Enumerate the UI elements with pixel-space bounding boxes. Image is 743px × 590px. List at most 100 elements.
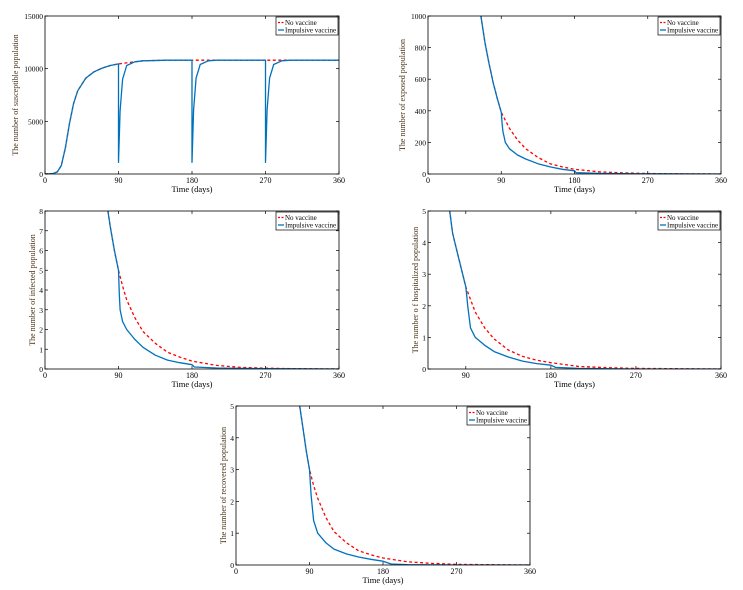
x-axis-label: Time (days) <box>554 184 595 194</box>
x-tick-label: 180 <box>377 567 389 576</box>
subplot-2: 0 90 180 270 360 0 200 400 600 800 1000 Time (days)… <box>398 12 727 194</box>
x-tick-label: 0 <box>43 176 47 185</box>
series-impulsive-vaccine <box>107 211 339 369</box>
x-tick-label: 180 <box>545 371 557 380</box>
x-tick-label: 360 <box>715 371 727 380</box>
y-axis-label: The number of infected population <box>28 234 37 346</box>
y-tick-label: 0 <box>422 365 426 374</box>
legend-label: No vaccine <box>476 409 508 417</box>
x-tick-label: 360 <box>524 567 536 576</box>
y-tick-label: 4 <box>230 434 234 443</box>
y-tick-label: 0 <box>39 170 43 179</box>
legend-box <box>466 406 530 426</box>
subplot-5: 0 90 180 270 360 0 1 2 3 4 5 Time (days) The number … <box>219 402 536 585</box>
y-tick-label: 5 <box>422 207 426 216</box>
y-axis-label: The number of exposed population <box>398 39 407 151</box>
y-tick-label: 5 <box>39 266 43 275</box>
subplot-1: 0 90 180 270 360 0 5000 10000 15000 Time (days) Th… <box>11 12 345 194</box>
x-tick-label: 360 <box>333 371 345 380</box>
legend-label: Impulsive vaccine <box>285 222 336 230</box>
axes-box <box>427 210 722 370</box>
legend-label: No vaccine <box>667 214 699 222</box>
y-tick-label: 4 <box>39 286 43 295</box>
y-tick-label: 0 <box>230 561 234 570</box>
y-tick-label: 4 <box>422 239 426 248</box>
series-impulsive-vaccine <box>480 16 721 174</box>
y-tick-label: 1 <box>230 529 234 538</box>
y-tick-label: 0 <box>39 365 43 374</box>
x-tick-label: 270 <box>260 371 272 380</box>
y-tick-label: 1 <box>422 333 426 342</box>
y-tick-label: 5000 <box>28 117 43 126</box>
x-tick-label: 0 <box>426 176 430 185</box>
series-impulsive-vaccine <box>45 59 339 174</box>
x-tick-label: 0 <box>43 371 47 380</box>
x-tick-label: 0 <box>234 567 238 576</box>
x-tick-label: 180 <box>186 176 198 185</box>
axes-box <box>235 405 531 566</box>
y-tick-label: 1 <box>39 345 43 354</box>
y-tick-label: 5 <box>230 402 234 411</box>
legend-label: No vaccine <box>667 19 699 27</box>
legend-box <box>275 211 339 231</box>
x-tick-label: 360 <box>333 176 345 185</box>
x-axis-label: Time (days) <box>554 379 595 389</box>
y-tick-label: 3 <box>39 306 43 315</box>
y-tick-label: 3 <box>230 466 234 475</box>
legend-label: Impulsive vaccine <box>667 222 718 230</box>
series-no-vaccine <box>480 16 721 174</box>
y-tick-label: 3 <box>422 270 426 279</box>
series-impulsive-vaccine <box>449 211 721 369</box>
legend-label: Impulsive vaccine <box>667 27 718 35</box>
legend-box <box>275 16 339 36</box>
series-no-vaccine <box>107 211 339 369</box>
x-tick-label: 270 <box>642 176 654 185</box>
x-tick-label: 90 <box>306 567 314 576</box>
y-tick-label: 15000 <box>24 12 43 21</box>
y-tick-label: 400 <box>415 107 427 116</box>
series-impulsive-vaccine <box>299 406 530 565</box>
y-tick-label: 7 <box>39 227 43 236</box>
x-tick-label: 270 <box>451 567 463 576</box>
x-tick-label: 180 <box>186 371 198 380</box>
y-tick-label: 10000 <box>24 65 43 74</box>
legend-box <box>657 211 721 231</box>
legend-box <box>657 16 721 36</box>
legend-label: Impulsive vaccine <box>476 417 527 425</box>
x-tick-label: 90 <box>115 176 123 185</box>
y-axis-label: The number o f hospitalized population <box>411 227 420 353</box>
legend-label: Impulsive vaccine <box>285 27 336 35</box>
y-tick-label: 600 <box>415 75 427 84</box>
y-tick-label: 0 <box>422 170 426 179</box>
subplot-4: 90 180 270 360 0 1 2 3 4 5 Time (days) The number o… <box>411 207 727 389</box>
legend-label: No vaccine <box>285 214 317 222</box>
y-axis-label: The number of susceptible population <box>11 34 20 155</box>
x-tick-label: 90 <box>462 371 470 380</box>
subplot-3: 0 90 180 270 360 0 1 2 3 4 5 6 7 8 Time (days) The numb… <box>28 207 345 389</box>
x-axis-label: Time (days) <box>171 379 212 389</box>
y-tick-label: 2 <box>422 302 426 311</box>
y-tick-label: 6 <box>39 247 43 256</box>
x-tick-label: 360 <box>715 176 727 185</box>
legend-label: No vaccine <box>285 19 317 27</box>
series-no-vaccine <box>449 211 721 369</box>
x-tick-label: 180 <box>569 176 581 185</box>
x-tick-label: 270 <box>260 176 272 185</box>
x-tick-label: 270 <box>630 371 642 380</box>
x-axis-label: Time (days) <box>362 575 403 585</box>
axes-box <box>427 15 722 175</box>
x-tick-label: 90 <box>497 176 505 185</box>
y-tick-label: 1000 <box>411 12 426 21</box>
y-axis-label: The number of recovered population <box>219 427 228 544</box>
x-tick-label: 90 <box>115 371 123 380</box>
series-no-vaccine <box>299 406 530 565</box>
y-tick-label: 200 <box>415 138 427 147</box>
y-tick-label: 2 <box>39 326 43 335</box>
axes-box <box>44 210 340 370</box>
